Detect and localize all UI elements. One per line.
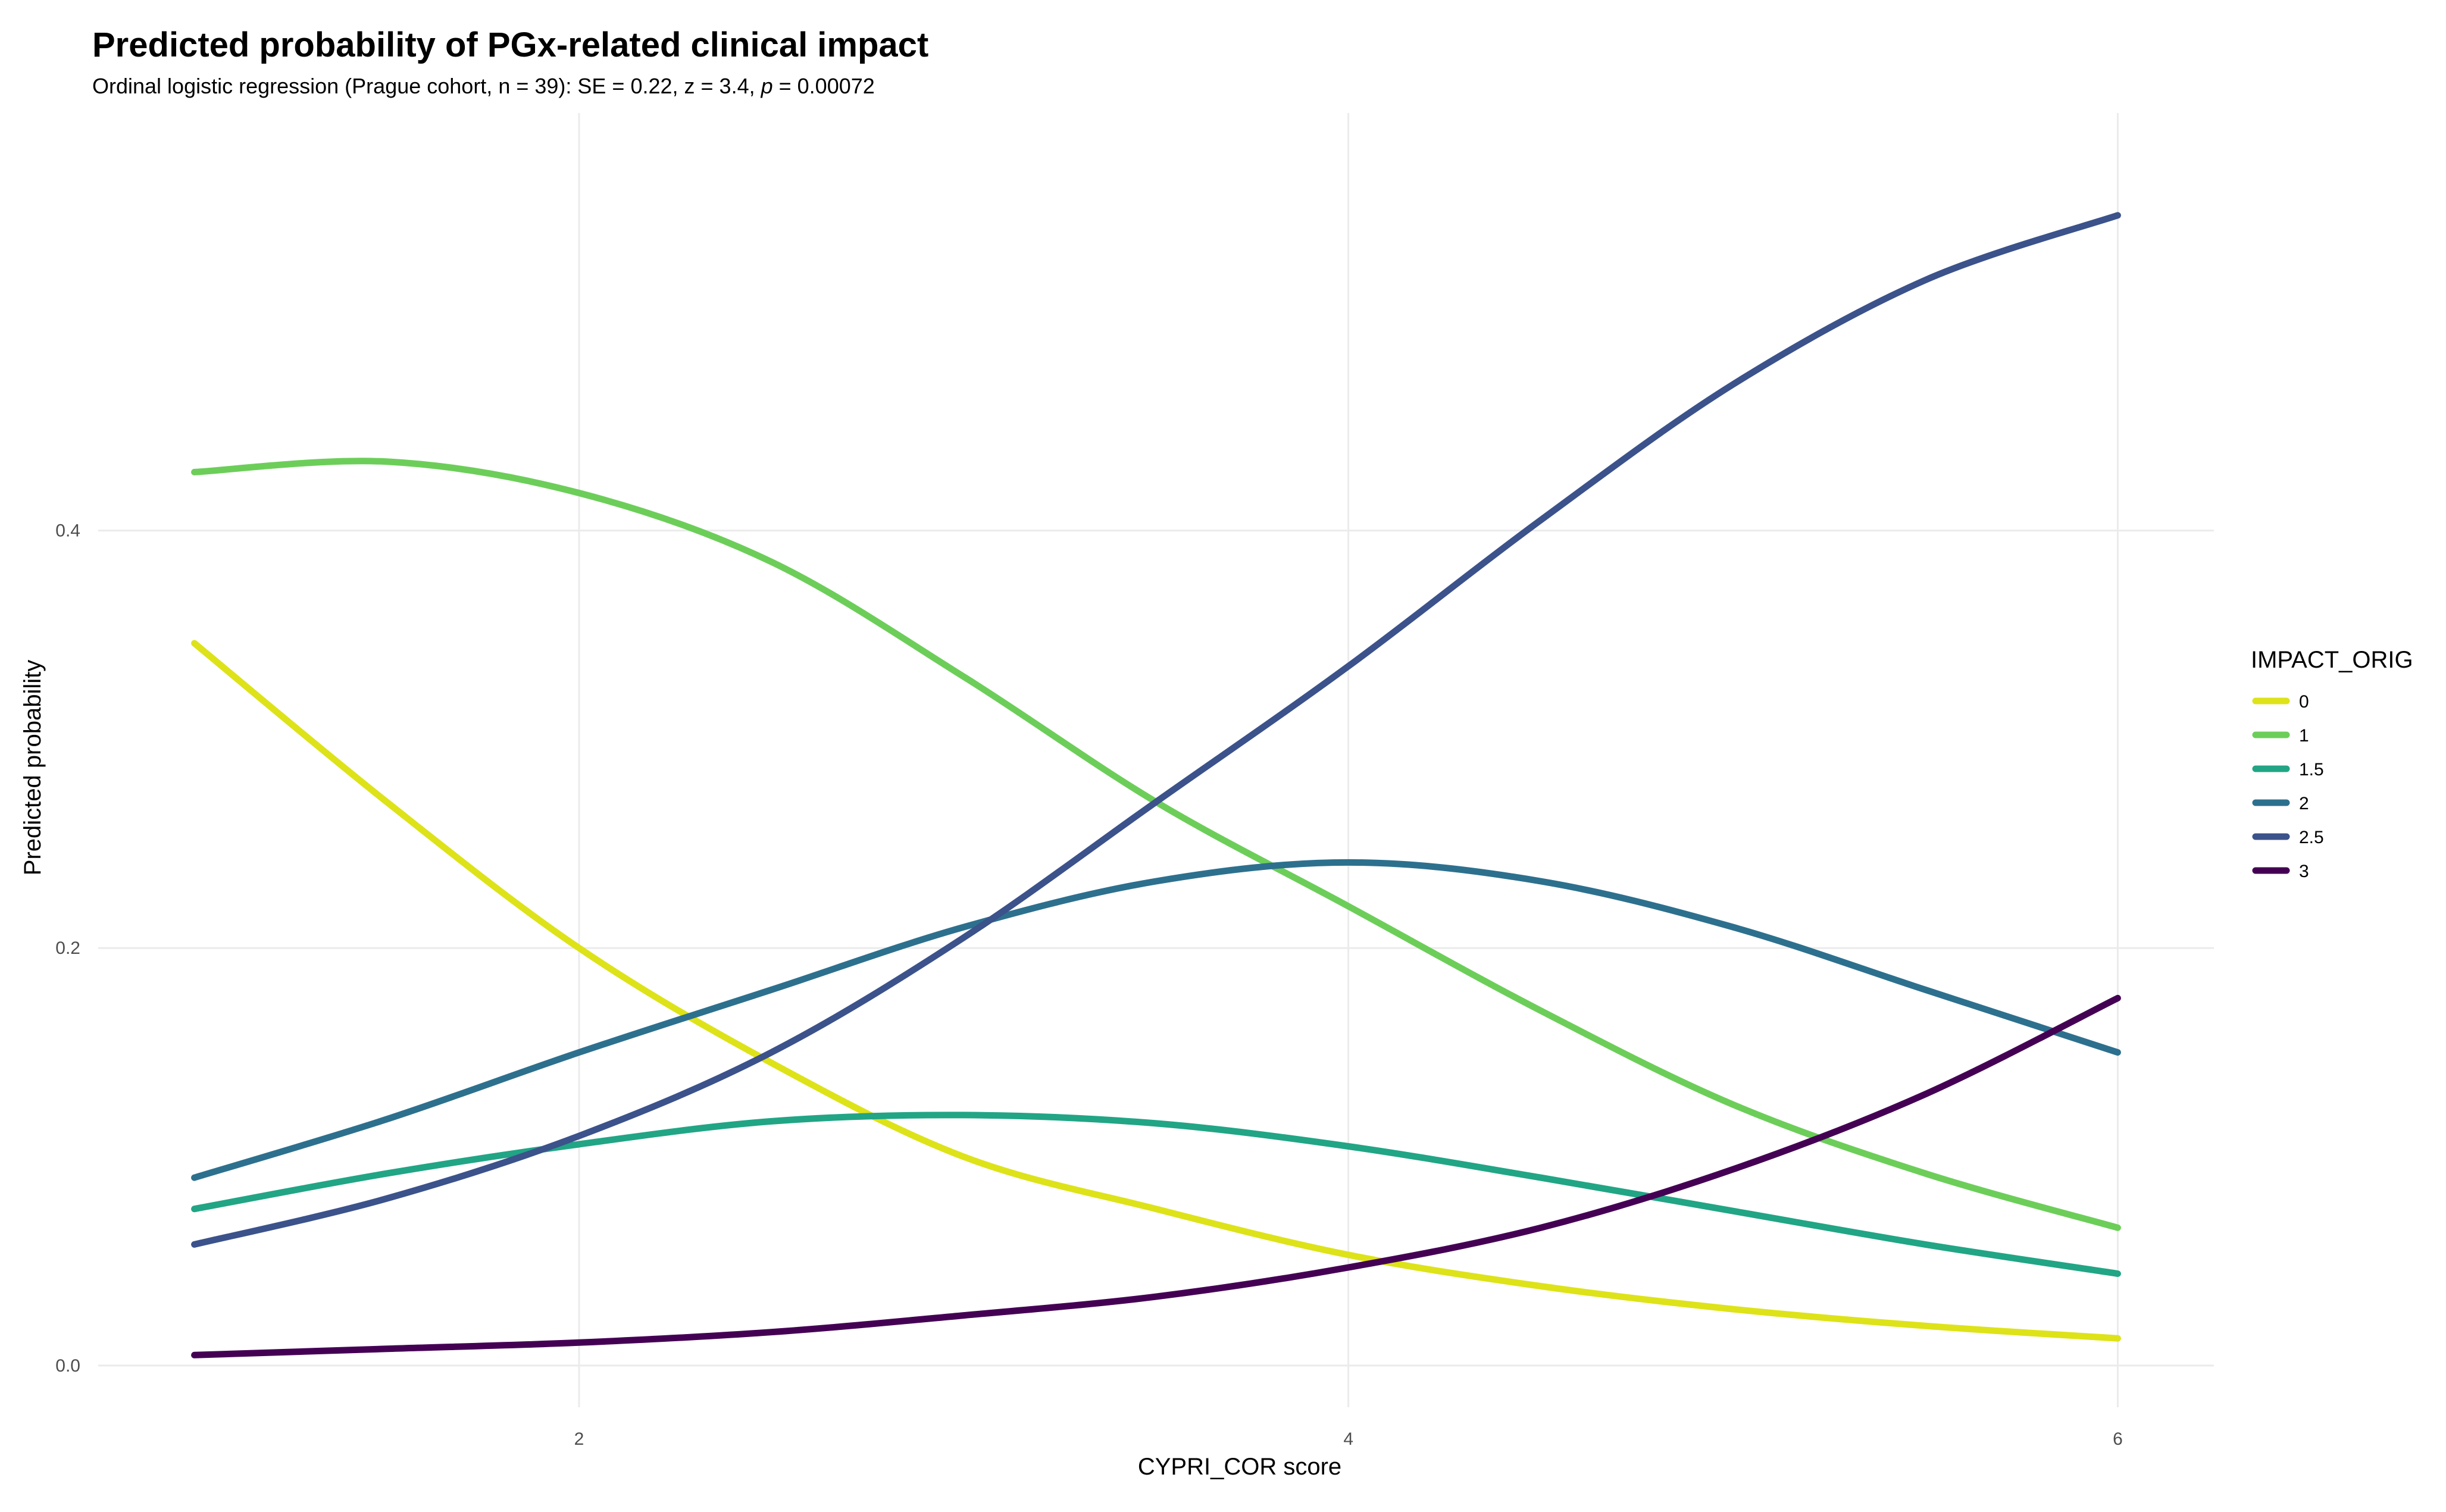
chart-subtitle-p-value: = 0.00072 — [773, 74, 875, 98]
y-axis-title: Predicted probability — [20, 660, 46, 875]
legend-label: 1.5 — [2299, 760, 2324, 780]
legend-label: 3 — [2299, 862, 2309, 881]
x-tick-label: 4 — [1343, 1429, 1353, 1449]
y-tick-label: 0.2 — [55, 938, 80, 958]
x-tick-label: 6 — [2113, 1429, 2123, 1449]
series-line-0 — [191, 640, 2121, 1342]
y-tick-label: 0.4 — [55, 521, 80, 541]
ticks-group: 2 4 6 0.0 0.2 0.4 — [55, 521, 2122, 1449]
legend-title: IMPACT_ORIG — [2251, 647, 2413, 673]
legend-label: 2.5 — [2299, 828, 2324, 847]
series-line-3 — [191, 994, 2121, 1358]
y-tick-label: 0.0 — [55, 1356, 80, 1376]
series-line-1-5 — [191, 1112, 2121, 1277]
series-line-1 — [191, 458, 2121, 1231]
chart-subtitle-p-symbol: p — [761, 74, 773, 98]
series-line-2 — [191, 859, 2121, 1181]
legend-label: 0 — [2299, 692, 2309, 712]
x-tick-label: 2 — [574, 1429, 584, 1449]
x-axis-title: CYPRI_COR score — [1138, 1454, 1341, 1480]
chart-title: Predicted probability of PGx-related cli… — [92, 26, 928, 64]
legend-label: 1 — [2299, 726, 2309, 746]
grid — [98, 113, 2214, 1407]
series-group — [191, 212, 2121, 1358]
legend-label: 2 — [2299, 794, 2309, 813]
chart-subtitle: Ordinal logistic regression (Prague coho… — [92, 74, 875, 98]
legend: 0 1 1.5 2 2.5 3 — [2252, 692, 2324, 881]
chart-subtitle-main: Ordinal logistic regression (Prague coho… — [92, 74, 761, 98]
series-line-2-5 — [191, 212, 2121, 1248]
